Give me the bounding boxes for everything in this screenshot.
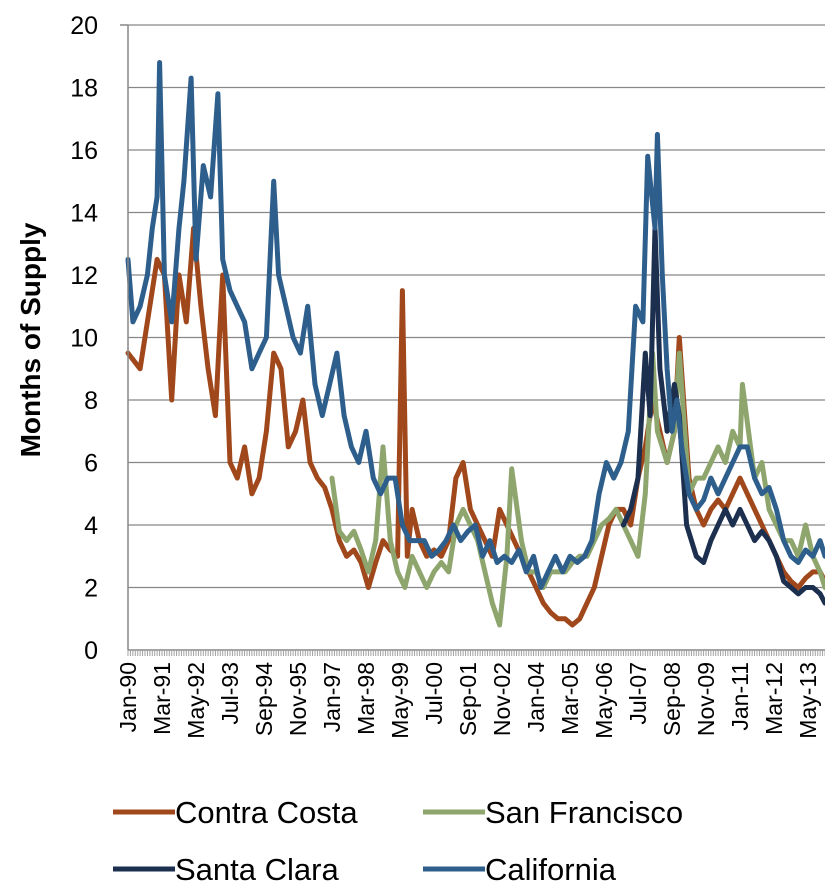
- y-tick-label: 16: [70, 137, 98, 165]
- y-tick-label: 18: [70, 75, 98, 103]
- y-axis-title: Months of Supply: [15, 222, 46, 457]
- x-tick-label: Nov-95: [285, 662, 311, 736]
- y-tick-label: 0: [84, 637, 98, 665]
- x-tick-label: Jan-90: [115, 662, 141, 732]
- y-tick-label: 14: [70, 200, 98, 228]
- series-line-california: [125, 60, 825, 590]
- series-lines: [125, 60, 825, 628]
- series-line-san-francisco: [329, 350, 825, 628]
- x-tick-label: Nov-09: [693, 662, 719, 736]
- x-tick-label: May-06: [591, 662, 617, 739]
- y-tick-label: 2: [84, 575, 98, 603]
- y-tick-label: 20: [70, 12, 98, 40]
- x-tick-label: Sep-01: [455, 662, 481, 736]
- x-tick-label: Jul-93: [217, 662, 243, 725]
- x-tick-label: Mar-98: [353, 662, 379, 735]
- x-tick-label: Jul-00: [421, 662, 447, 725]
- y-tick-labels: 0 2 4 6 8 10 12 14 16 18 20: [70, 12, 98, 665]
- x-tick-label: May-13: [795, 662, 821, 739]
- x-axis-minor-ticks: [127, 650, 825, 656]
- x-tick-label: Mar-05: [557, 662, 583, 735]
- legend-label: Contra Costa: [175, 795, 358, 830]
- x-tick-label: Sep-94: [251, 662, 277, 736]
- x-tick-label: Jan-97: [319, 662, 345, 732]
- axes: [120, 24, 825, 656]
- series-line-santa-clara: [620, 225, 825, 606]
- y-tick-label: 8: [84, 387, 98, 415]
- series-line-contra-costa: [125, 225, 825, 628]
- x-tick-label: Jul-07: [625, 662, 651, 725]
- legend-label: San Francisco: [485, 795, 683, 830]
- legend-label: Santa Clara: [175, 852, 339, 885]
- x-tick-label: May-99: [387, 662, 413, 739]
- x-tick-label: Mar-12: [761, 662, 787, 735]
- legend: Contra Costa San Francisco Santa Clara Cali…: [113, 795, 683, 885]
- y-tick-label: 10: [70, 325, 98, 353]
- x-tick-label: May-92: [183, 662, 209, 739]
- x-tick-label: Jan-11: [727, 662, 753, 731]
- x-tick-label: Nov-02: [489, 662, 515, 736]
- legend-item: San Francisco: [423, 795, 683, 830]
- x-tick-label: Sep-08: [659, 662, 685, 736]
- x-tick-label: Jan-04: [523, 662, 549, 733]
- legend-label: California: [485, 852, 617, 885]
- y-tick-label: 12: [70, 262, 98, 290]
- legend-item: Contra Costa: [113, 795, 358, 830]
- legend-item: California: [423, 852, 617, 885]
- y-tick-label: 6: [84, 450, 98, 478]
- y-tick-label: 4: [84, 512, 98, 540]
- x-tick-label: Mar-91: [149, 662, 175, 735]
- legend-item: Santa Clara: [113, 852, 339, 885]
- gridlines: [128, 24, 825, 589]
- x-tick-labels: Jan-90 Mar-91 May-92 Jul-93 Sep-94 Nov-95 Jan-…: [115, 662, 821, 739]
